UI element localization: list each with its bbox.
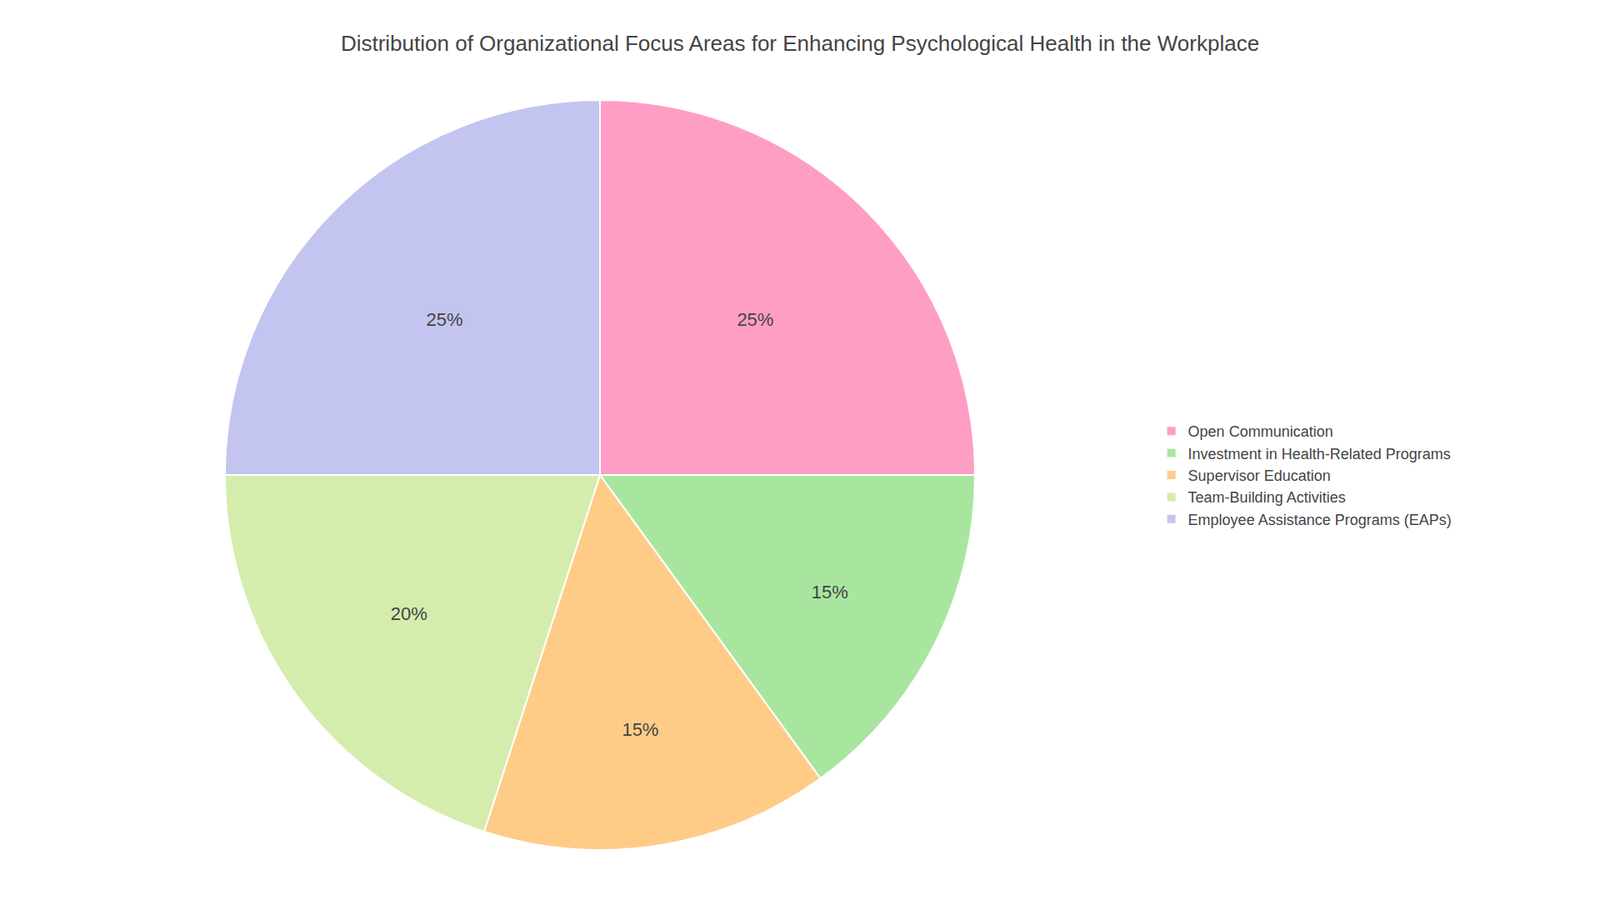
svg-text:Employee Assistance Programs (: Employee Assistance Programs (EAPs) — [1188, 511, 1452, 529]
svg-text:15%: 15% — [621, 719, 659, 740]
svg-text:Investment in Health-Related P: Investment in Health-Related Programs — [1188, 445, 1451, 463]
svg-text:Open Communication: Open Communication — [1188, 423, 1334, 440]
svg-text:Distribution of Organizational: Distribution of Organizational Focus Are… — [340, 30, 1260, 56]
svg-text:25%: 25% — [736, 309, 774, 330]
svg-text:Supervisor Education: Supervisor Education — [1188, 467, 1331, 485]
svg-text:15%: 15% — [811, 581, 849, 603]
svg-text:Team-Building Activities: Team-Building Activities — [1188, 489, 1346, 506]
svg-text:20%: 20% — [390, 603, 428, 625]
svg-text:25%: 25% — [426, 309, 464, 330]
